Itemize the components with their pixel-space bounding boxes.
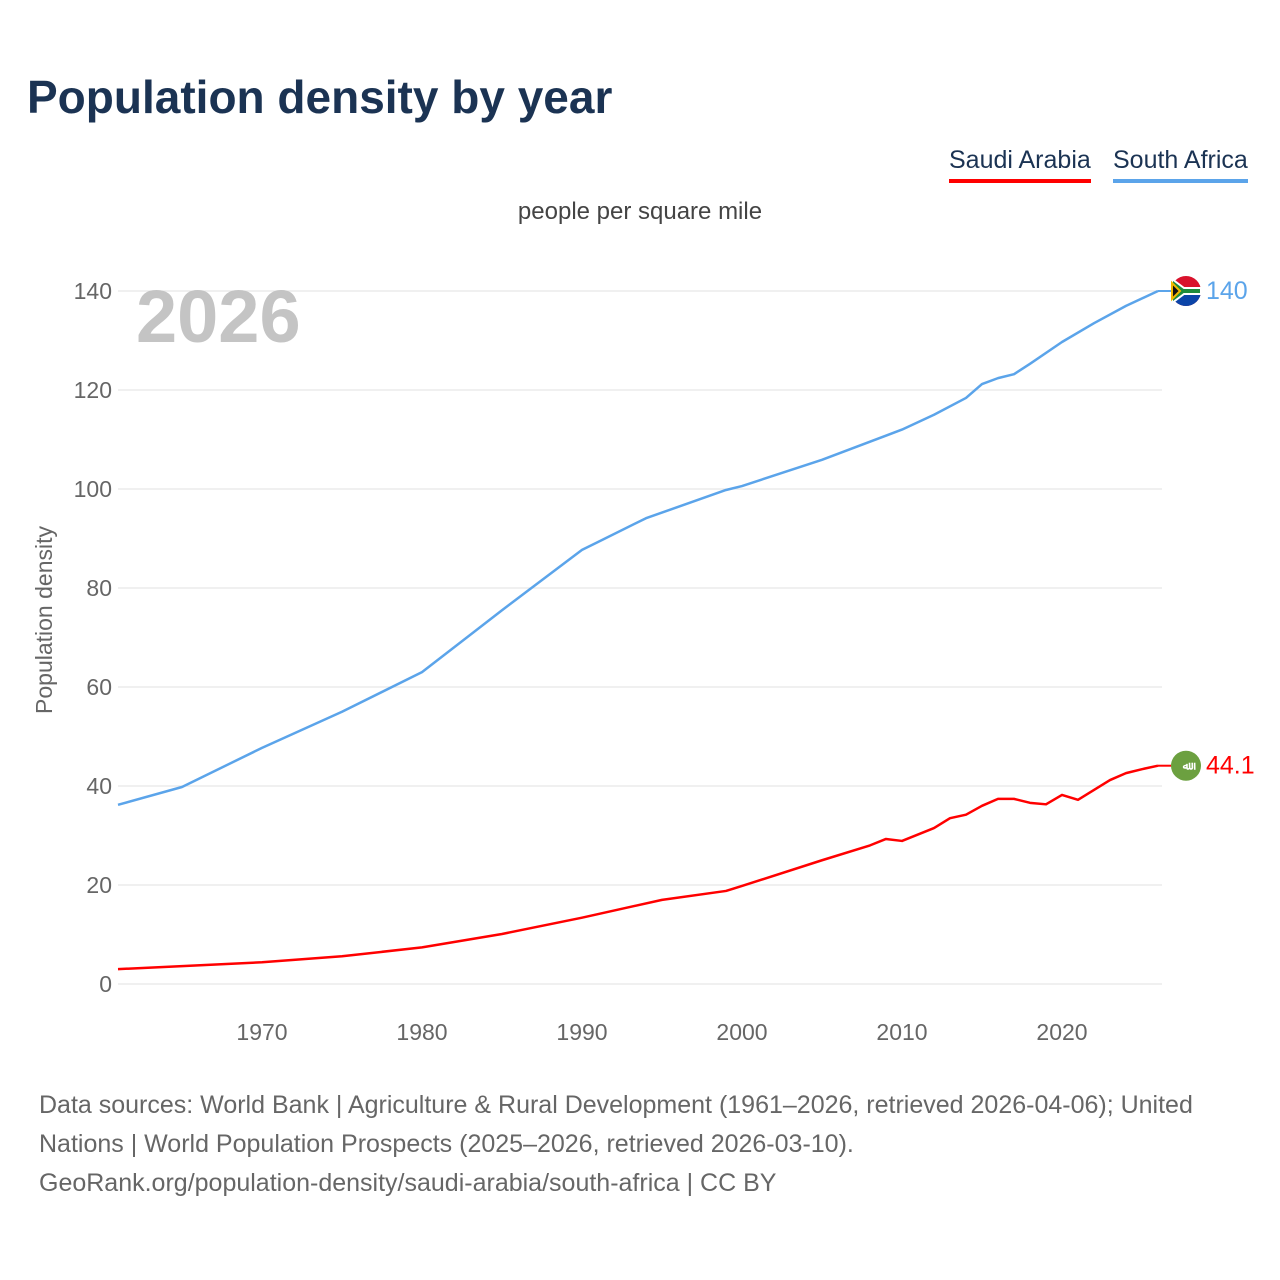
x-tick-label: 1980: [396, 1019, 447, 1045]
legend-saudi-arabia[interactable]: Saudi Arabia: [949, 146, 1091, 183]
chart-subtitle: people per square mile: [517, 198, 763, 225]
flag-part: [1171, 280, 1182, 302]
series-line-saudi-arabia: [117, 764, 1159, 971]
y-tick-label: 40: [86, 773, 112, 799]
end-value-label: 44.1: [1206, 752, 1255, 780]
y-tick-label: 20: [86, 872, 112, 898]
data-sources: Data sources: World Bank | Agriculture &…: [39, 1091, 1193, 1158]
x-tick-label: 1970: [236, 1019, 287, 1045]
y-tick-label: 140: [74, 278, 112, 304]
x-tick-label: 2020: [1036, 1019, 1087, 1045]
y-tick-label: 80: [86, 575, 112, 601]
saudi-arabia-flag-icon: [1171, 750, 1201, 781]
y-tick-label: 120: [74, 377, 112, 403]
source-note: Data sources: World Bank | Agriculture &…: [39, 1086, 1249, 1203]
attribution: GeoRank.org/population-density/saudi-ara…: [39, 1169, 777, 1197]
y-axis-label: Population density: [31, 526, 57, 714]
flag-part: [1171, 277, 1202, 305]
chart-title: Population density by year: [27, 71, 613, 123]
end-value-label: 140: [1206, 277, 1248, 305]
series-line-south-africa: [117, 289, 1159, 807]
x-tick-label: 2010: [876, 1019, 927, 1045]
x-tick-label: 1990: [556, 1019, 607, 1045]
y-tick-label: 60: [86, 674, 112, 700]
x-tick-label: 2000: [716, 1019, 767, 1045]
y-tick-label: 100: [74, 476, 112, 502]
y-tick-label: 0: [99, 971, 112, 997]
year-watermark: 2026: [136, 275, 301, 358]
legend-south-africa[interactable]: South Africa: [1113, 146, 1248, 183]
